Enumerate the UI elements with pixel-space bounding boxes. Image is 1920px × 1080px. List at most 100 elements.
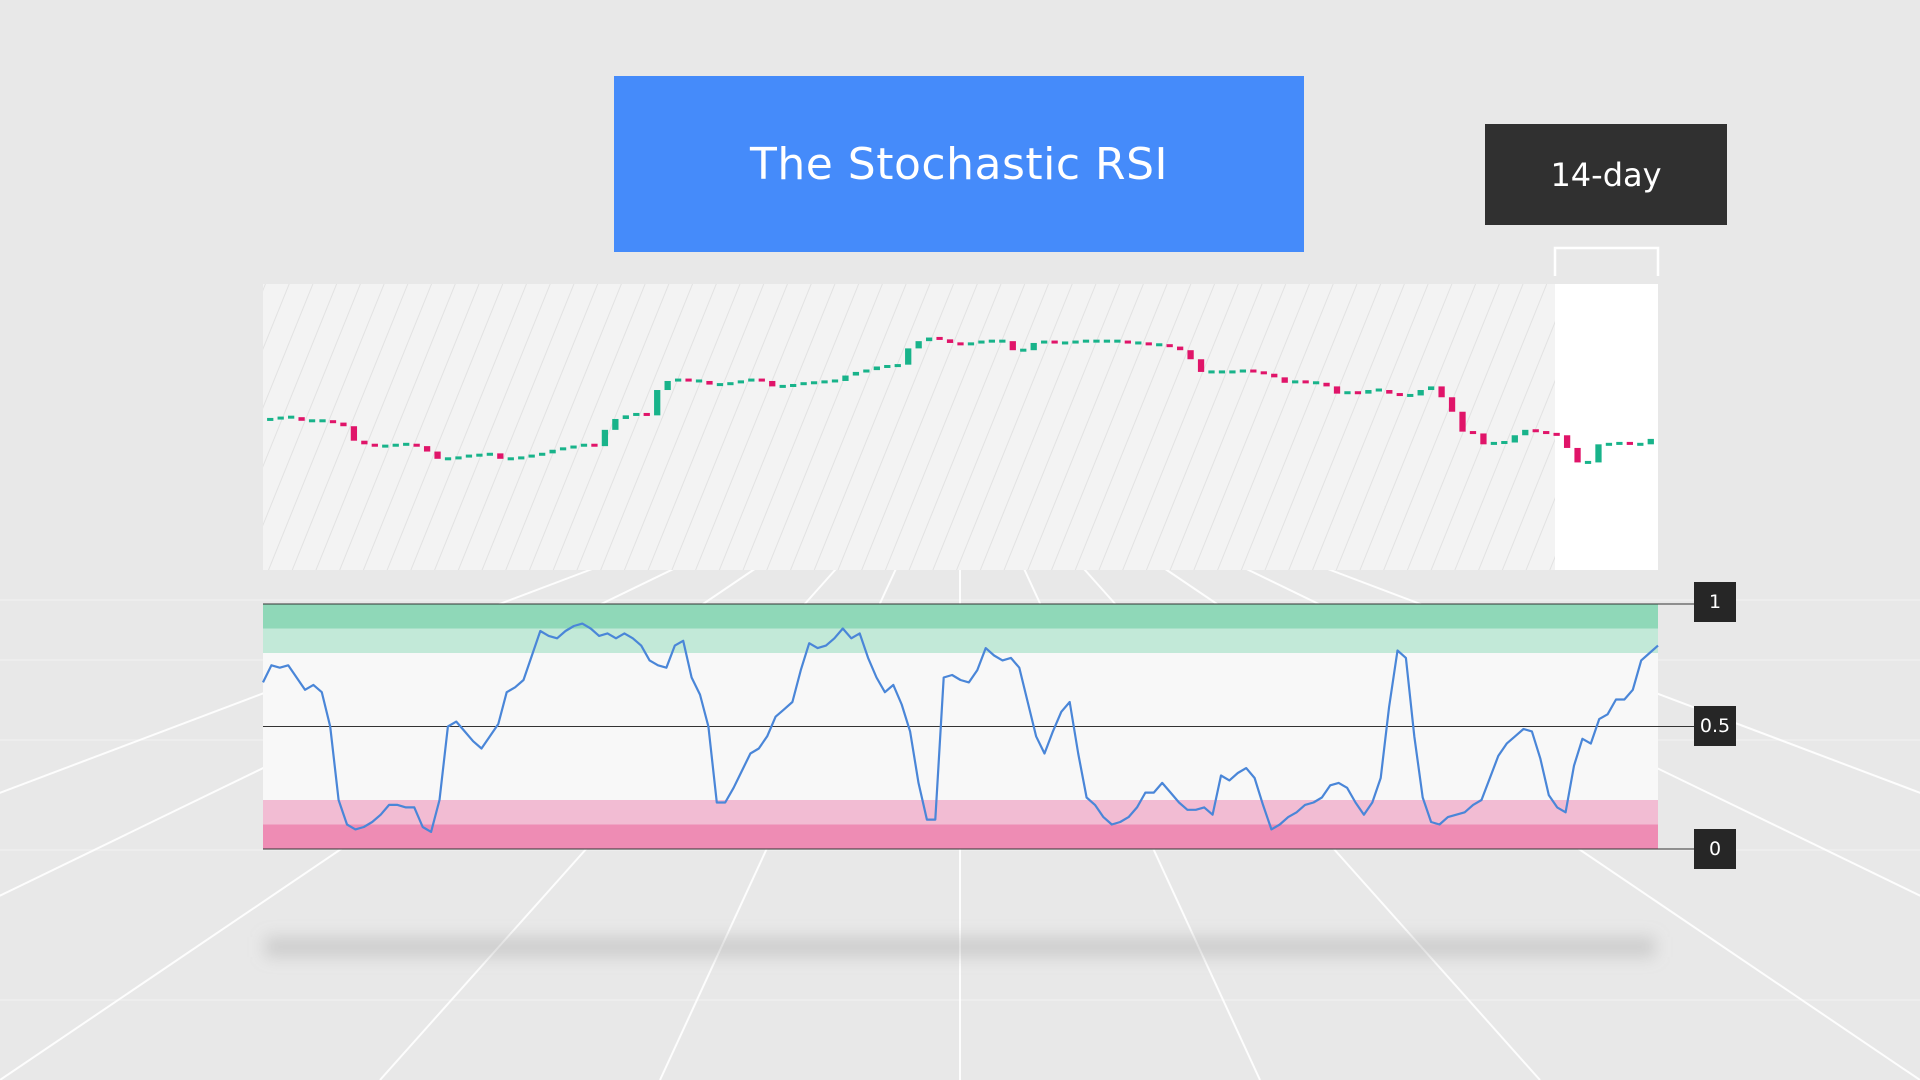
candle [559,447,567,451]
candle [1407,393,1414,397]
stoch-rsi-line [262,622,1659,833]
candle [1553,432,1560,436]
candle [1480,433,1487,445]
candle [1072,340,1079,344]
candle [1448,397,1456,412]
candle [539,452,546,456]
candle [915,341,922,349]
candle [821,380,828,384]
candle [413,443,420,447]
candle [1103,339,1111,343]
window-bracket [1553,246,1660,276]
candle [831,379,839,383]
candle [497,453,504,459]
candle [1145,342,1152,346]
candle [382,444,389,448]
candle [444,457,452,461]
candle [528,454,535,458]
candle [361,440,368,445]
candle [612,418,619,430]
candle [978,340,985,344]
candle [654,390,661,416]
candle [1176,346,1184,351]
candle [1114,339,1121,343]
candle [1354,391,1362,395]
candle [988,339,996,343]
candle [308,419,316,423]
candle [936,336,943,340]
candle [1417,390,1424,396]
candle [591,443,598,447]
candle [1124,340,1131,344]
candle [549,449,556,454]
candle [905,348,912,365]
candle [1041,340,1048,344]
candle [1082,339,1090,343]
candle [1239,369,1247,373]
candle [790,383,797,387]
candle [1396,393,1403,397]
candle [737,380,745,384]
candle [685,378,692,382]
period-badge: 14-day [1485,124,1727,225]
candle [1616,441,1623,445]
candle [1386,390,1393,394]
candle [1626,441,1633,445]
candle [1532,429,1539,433]
candle [946,339,954,343]
candle [873,366,880,371]
candle [1271,373,1278,378]
candle [1135,341,1142,345]
chart-shadow [265,937,1655,957]
candle [664,380,671,391]
candle [1197,359,1205,372]
candle [748,378,755,382]
candle [340,422,347,427]
candle [957,342,964,346]
candle [1490,441,1498,445]
candle [1375,388,1382,392]
candle [277,416,284,420]
candle [1637,442,1644,446]
candle [1323,382,1330,387]
candle [925,337,933,342]
zone-band [263,800,1658,825]
candle [1574,447,1581,463]
candle [706,380,713,385]
candle [779,384,786,388]
candle [476,453,483,457]
candle [1093,339,1100,343]
candle [967,342,975,346]
candle [601,429,609,447]
chart-title: The Stochastic RSI [749,138,1169,190]
candle [1156,343,1163,347]
zone-band [263,604,1658,629]
candle [1166,344,1173,348]
price-panel-history [263,284,1555,570]
candle [1438,386,1445,398]
title-banner: The Stochastic RSI [614,76,1304,252]
candle [570,445,577,449]
candle [1522,429,1529,436]
candle [1563,435,1571,448]
candle [1647,438,1654,445]
candle [1511,435,1518,443]
candle [842,375,849,381]
candle [1469,431,1477,435]
candle [1459,411,1466,432]
candle [267,417,274,421]
candle [633,412,640,416]
candle [810,381,818,385]
candle [1333,386,1341,394]
candle [643,412,650,416]
candle [350,426,358,441]
candle [329,420,337,424]
candle [884,364,891,368]
candle [1009,341,1016,351]
candle [894,364,901,368]
candle [1302,380,1309,384]
candle [392,443,399,447]
candle [319,419,326,423]
candle [1584,460,1592,464]
candle [999,339,1006,343]
